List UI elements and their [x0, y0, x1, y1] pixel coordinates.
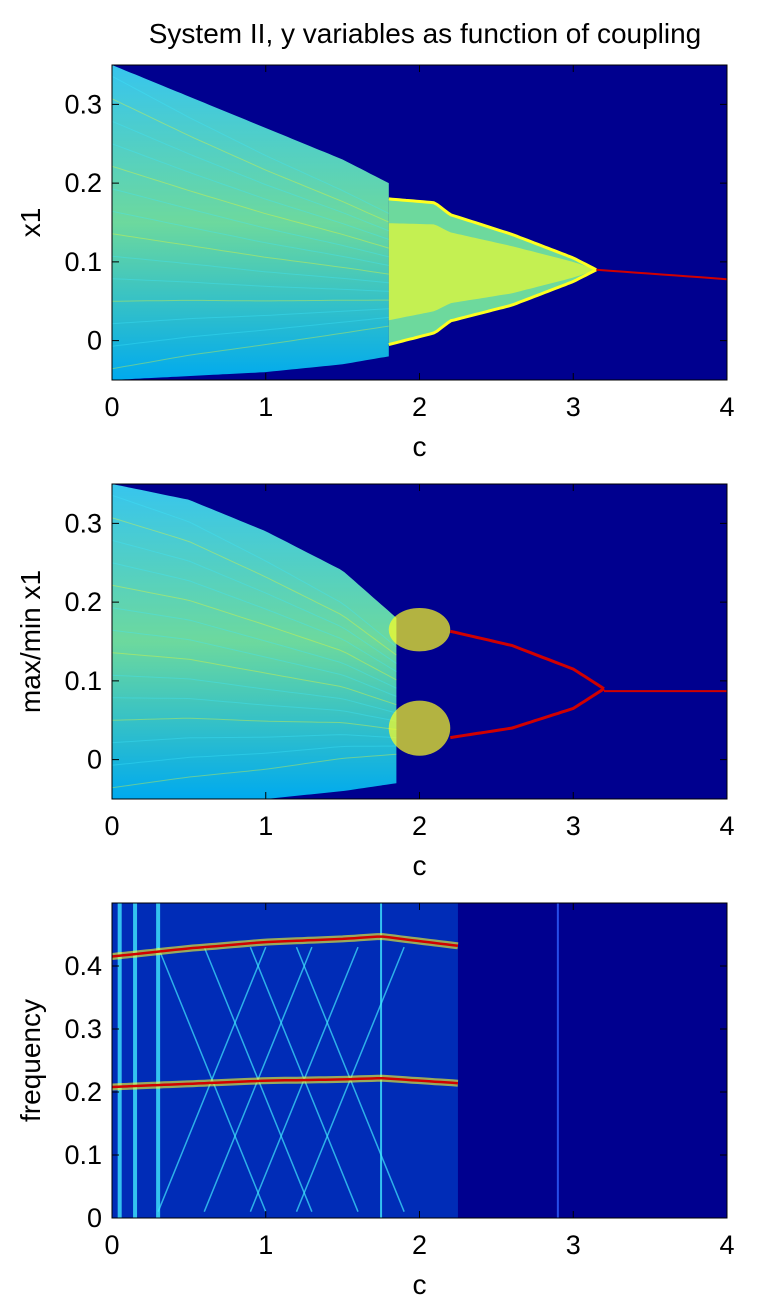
fixed-point-line	[596, 268, 727, 281]
figure-title: System II, y variables as function of co…	[149, 18, 702, 49]
y-tick-label: 0.1	[64, 247, 102, 277]
lower-ridge	[112, 1077, 458, 1089]
y-tick-label: 0	[87, 1203, 102, 1233]
band-streak	[112, 165, 389, 249]
band-streak	[112, 584, 397, 681]
y-tick-label: 0.2	[64, 168, 102, 198]
band-streak	[112, 143, 389, 240]
band-streak	[112, 98, 390, 223]
y-tick-label: 0	[87, 745, 102, 775]
band-streak	[112, 325, 389, 370]
band-streak	[112, 278, 389, 292]
x-tick-label: 0	[104, 811, 119, 841]
x-tick-label: 4	[719, 811, 734, 841]
x-tick-label: 3	[566, 392, 581, 422]
band-streak	[112, 734, 397, 744]
band-streak	[112, 745, 397, 766]
panel-max-min-x1: 0 1 2 3 4 0 0.1 0.2 0.3 c max/min x1	[15, 483, 735, 881]
x-axis-label: c	[413, 431, 427, 462]
x-tick-label: 2	[412, 811, 427, 841]
band-streak	[112, 120, 389, 232]
band-streak	[112, 697, 397, 722]
x-tick-label: 3	[566, 1230, 581, 1260]
y-tick-label: 0.3	[64, 1014, 102, 1044]
y-axis-label: frequency	[15, 999, 46, 1122]
y-tick-label: 0.3	[64, 508, 102, 538]
band-streak	[112, 308, 389, 325]
lower-lobe	[388, 700, 451, 756]
y-tick-label: 0.2	[64, 1077, 102, 1107]
band-streak	[112, 652, 397, 706]
bulb-core	[388, 223, 597, 321]
band-streak	[112, 562, 397, 673]
x-axis-label: c	[413, 850, 427, 881]
band-streak	[112, 255, 389, 284]
x-axis-label: c	[413, 1269, 427, 1300]
x-tick-label: 2	[412, 1230, 427, 1260]
panel-x1: 0 1 2 3 4 0 0.1 0.2 0.3 c x1	[15, 64, 735, 462]
band-streak	[112, 75, 390, 214]
upper-lobe	[388, 608, 451, 652]
heatmap-area	[112, 903, 559, 1218]
band-streak	[112, 299, 389, 302]
band-streak	[112, 607, 397, 689]
panel-frequency: 0 1 2 3 4 0 0.1 0.2 0.3 0.4 c frequency	[15, 902, 735, 1300]
y-axis-label: max/min x1	[15, 570, 46, 713]
x-tick-label: 3	[566, 811, 581, 841]
x-tick-label: 1	[258, 392, 273, 422]
band-streak	[112, 717, 397, 730]
x-tick-label: 2	[412, 392, 427, 422]
heatmap-area	[112, 484, 727, 799]
band-streak	[112, 753, 397, 789]
upper-branch-line	[449, 629, 605, 691]
x-tick-label: 0	[104, 392, 119, 422]
x-tick-label: 1	[258, 1230, 273, 1260]
band-streak	[112, 517, 397, 656]
band-streak	[112, 233, 389, 275]
x-tick-label: 0	[104, 1230, 119, 1260]
y-tick-label: 0.1	[64, 1140, 102, 1170]
band-streak	[112, 494, 397, 648]
chaotic-band	[112, 484, 397, 799]
chaotic-band	[112, 65, 389, 380]
x-tick-label: 4	[719, 392, 734, 422]
band-streak	[112, 539, 397, 664]
lower-branch-line	[450, 687, 605, 740]
x-tick-label: 4	[719, 1230, 734, 1260]
band-streak	[112, 674, 397, 714]
bulb-upper-edge	[388, 197, 598, 272]
band-streak	[112, 188, 389, 258]
y-tick-label: 0.4	[64, 951, 102, 981]
bulb-lower-edge	[388, 268, 597, 347]
band-streak	[112, 210, 389, 266]
y-tick-label: 0.3	[64, 89, 102, 119]
y-tick-label: 0.2	[64, 587, 102, 617]
heatmap-area	[112, 65, 727, 380]
y-tick-label: 0.1	[64, 666, 102, 696]
upper-ridge	[112, 935, 459, 958]
y-tick-label: 0	[87, 326, 102, 356]
band-streak	[112, 629, 397, 697]
x-tick-label: 1	[258, 811, 273, 841]
y-axis-label: x1	[15, 208, 46, 238]
band-streak	[112, 316, 389, 347]
